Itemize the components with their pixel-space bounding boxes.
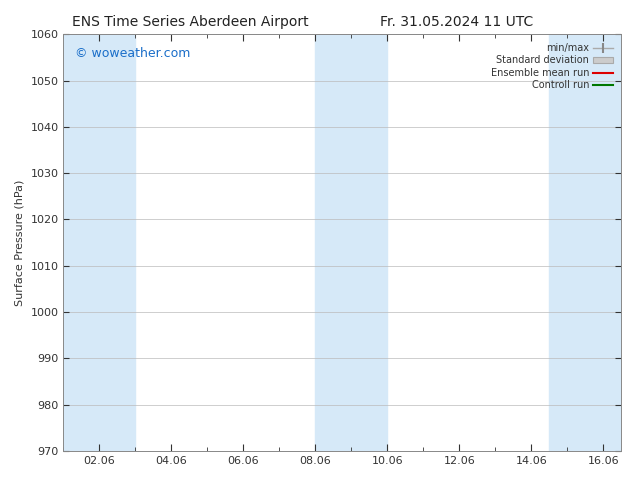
Legend: min/max, Standard deviation, Ensemble mean run, Controll run: min/max, Standard deviation, Ensemble me…: [487, 39, 616, 94]
Bar: [63, 34, 136, 451]
Bar: [315, 34, 387, 451]
Text: ENS Time Series Aberdeen Airport: ENS Time Series Aberdeen Airport: [72, 15, 309, 29]
Text: Fr. 31.05.2024 11 UTC: Fr. 31.05.2024 11 UTC: [380, 15, 533, 29]
Bar: [549, 34, 621, 451]
Text: © woweather.com: © woweather.com: [75, 47, 190, 60]
Y-axis label: Surface Pressure (hPa): Surface Pressure (hPa): [15, 179, 25, 306]
